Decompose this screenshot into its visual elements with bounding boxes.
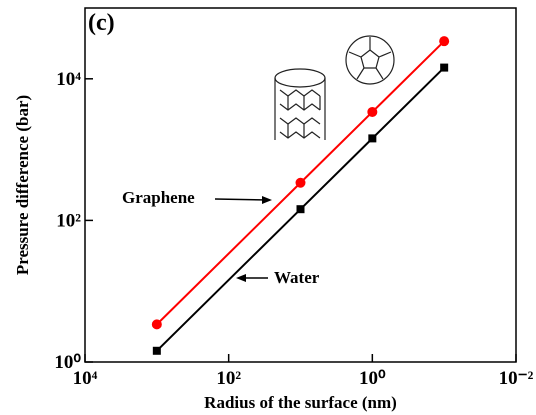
x-axis-title: Radius of the surface (nm) xyxy=(204,393,397,412)
marker xyxy=(439,36,450,47)
fullerene-icon xyxy=(345,35,395,85)
series-line xyxy=(156,40,445,326)
y-tick-label: 10² xyxy=(56,210,81,231)
y-axis-title: Pressure difference (bar) xyxy=(13,95,32,275)
nanotube-icon xyxy=(274,68,326,140)
graphene-arrow xyxy=(214,198,269,201)
graphene-arrowhead xyxy=(262,196,272,204)
x-tick-label: 10⁻² xyxy=(499,368,534,389)
marker xyxy=(295,177,306,188)
water-arrowhead xyxy=(236,274,246,282)
series-line xyxy=(156,66,445,352)
y-tick-label: 10⁰ xyxy=(54,352,81,373)
marker xyxy=(151,319,162,330)
marker xyxy=(368,134,377,143)
marker xyxy=(296,205,305,214)
marker xyxy=(367,106,378,117)
panel-label: (c) xyxy=(88,10,115,36)
x-tick-label: 10⁴ xyxy=(73,368,98,389)
marker xyxy=(152,346,161,355)
y-tick-label: 10⁴ xyxy=(56,69,81,90)
marker xyxy=(440,63,449,72)
water-annotation: Water xyxy=(274,268,320,287)
x-tick-label: 10⁰ xyxy=(359,368,386,389)
plot-frame xyxy=(84,7,517,363)
x-tick-label: 10² xyxy=(216,368,241,389)
graphene-annotation: Graphene xyxy=(122,188,195,207)
